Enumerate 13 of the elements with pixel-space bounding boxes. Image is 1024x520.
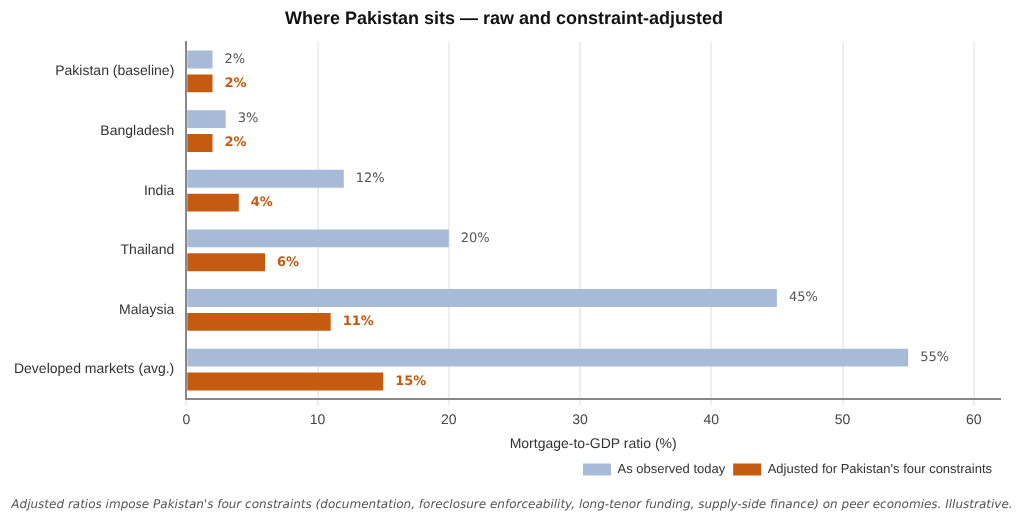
bar [187,50,213,69]
bar [187,253,266,272]
bar [187,229,449,248]
bar [187,289,777,307]
bar [187,372,384,391]
bar [187,134,213,152]
bar [187,110,226,129]
bar [187,348,909,367]
bar [187,193,239,212]
bar [187,312,331,331]
bar [187,74,213,93]
bar [187,169,344,188]
chart-title: Where Pakistan sits — raw and constraint-adjusted [284,7,724,28]
